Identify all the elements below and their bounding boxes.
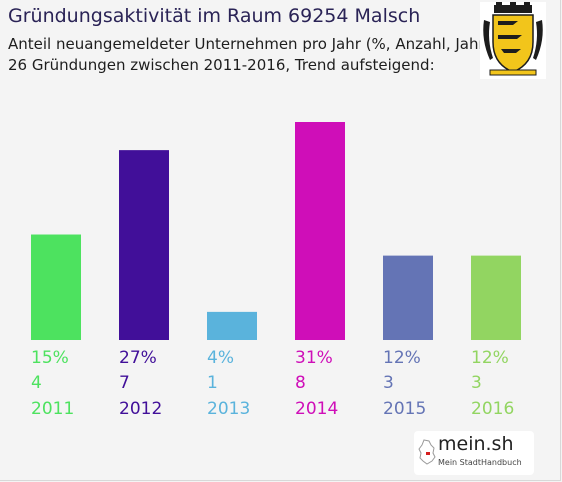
count-label-2013: 1 xyxy=(207,373,218,393)
percent-label-2013: 4% xyxy=(207,348,234,368)
bar-2013 xyxy=(207,311,257,340)
count-label-2015: 3 xyxy=(383,373,394,393)
bar-2014 xyxy=(295,122,345,340)
count-label-2011: 4 xyxy=(31,373,42,393)
chart-subtitle: Anteil neuangemeldeter Unternehmen pro J… xyxy=(8,35,491,53)
mein-sh-logo[interactable]: mein.sh Mein StadtHandbuch xyxy=(414,431,534,475)
logo-name: mein.sh xyxy=(438,433,514,455)
bar-2011 xyxy=(31,234,81,340)
year-label-2011: 2011 xyxy=(31,399,74,419)
year-label-2015: 2015 xyxy=(383,399,426,419)
year-label-2012: 2012 xyxy=(119,399,162,419)
year-label-2014: 2014 xyxy=(295,399,338,419)
logo-tagline: Mein StadtHandbuch xyxy=(438,458,522,467)
percent-label-2016: 12% xyxy=(471,348,509,368)
count-label-2016: 3 xyxy=(471,373,482,393)
year-label-2013: 2013 xyxy=(207,399,250,419)
germany-map-icon xyxy=(418,439,436,465)
percent-label-2011: 15% xyxy=(31,348,69,368)
percent-label-2012: 27% xyxy=(119,348,157,368)
year-label-2016: 2016 xyxy=(471,399,514,419)
percent-label-2014: 31% xyxy=(295,348,333,368)
count-label-2014: 8 xyxy=(295,373,306,393)
count-label-2012: 7 xyxy=(119,373,130,393)
coat-of-arms-logo xyxy=(480,2,546,79)
chart-title: Gründungsaktivität im Raum 69254 Malsch xyxy=(8,5,421,27)
chart-summary: 26 Gründungen zwischen 2011-2016, Trend … xyxy=(8,56,435,74)
bar-2015 xyxy=(383,255,433,340)
bar-2012 xyxy=(119,150,169,340)
bar-2016 xyxy=(471,255,521,340)
percent-label-2015: 12% xyxy=(383,348,421,368)
